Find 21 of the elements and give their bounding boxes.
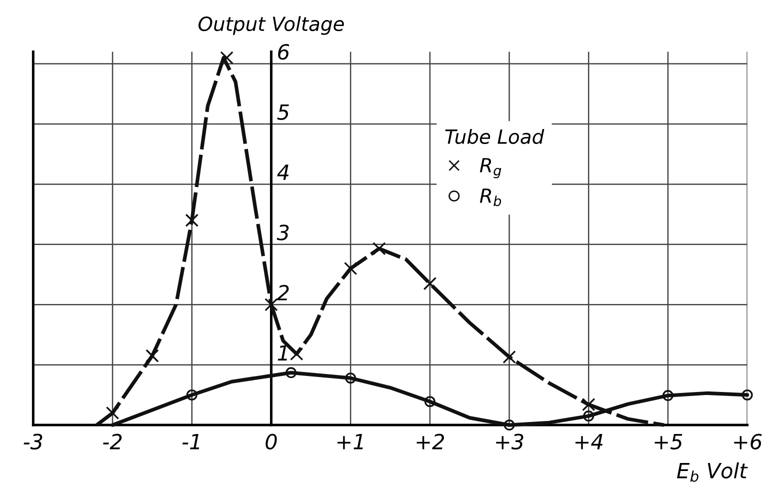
x-axis-title: E$_{b}$ Volt: [677, 462, 748, 482]
legend-label: R$_{b}$: [480, 188, 502, 206]
y-tick-label: 4: [277, 164, 289, 180]
x-tick-label: -1: [182, 434, 200, 450]
y-tick-label: 5: [277, 104, 289, 120]
x-tick-label: +5: [654, 434, 682, 450]
chart-title: Output Voltage: [198, 16, 344, 35]
x-tick-label: +3: [496, 434, 524, 450]
y-tick-label: 2: [276, 284, 289, 300]
legend-title: Tube Load: [445, 128, 544, 144]
x-tick-label: 0: [266, 434, 277, 450]
x-tick-label: +1: [337, 434, 363, 450]
x-tick-label: -2: [103, 434, 122, 450]
x-tick-label: +2: [416, 434, 444, 450]
x-tick-label: +6: [734, 434, 762, 450]
x-tick-label: +4: [575, 434, 602, 450]
y-tick-label: 3: [276, 224, 289, 240]
legend-label: R$_{g}$: [480, 158, 502, 178]
x-tick-label: -3: [24, 434, 42, 450]
y-tick-label: 1: [278, 345, 287, 360]
y-tick-label: 6: [278, 44, 290, 60]
